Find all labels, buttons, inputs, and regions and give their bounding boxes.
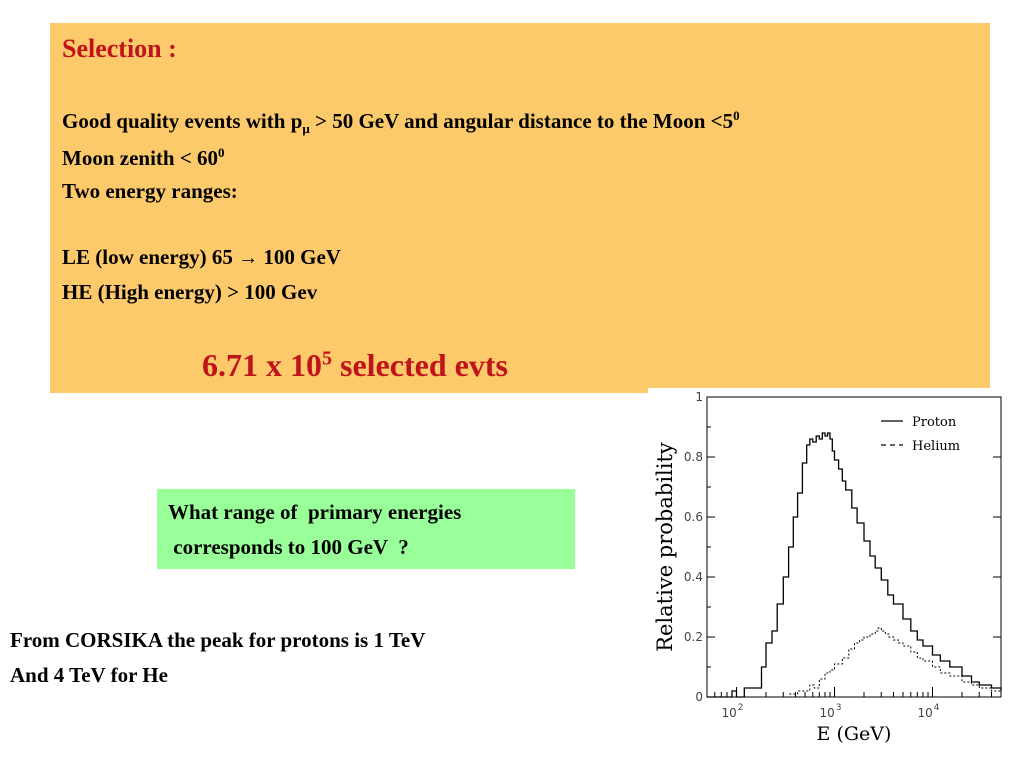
conclusion-line-1: From CORSIKA the peak for protons is 1 T… bbox=[10, 628, 426, 652]
question-line-1: What range of primary energies bbox=[168, 500, 462, 524]
criteria-text-a: Good quality events with p bbox=[62, 109, 303, 133]
selection-title: Selection : bbox=[62, 34, 177, 63]
conclusion-line-2: And 4 TeV for He bbox=[10, 663, 168, 687]
y-tick-label: 0.6 bbox=[684, 510, 703, 524]
x-tick-exponent: 4 bbox=[934, 703, 940, 713]
x-axis-ticks: 102 103 104 bbox=[706, 687, 1002, 720]
low-energy-line: LE (low energy) 65 → 100 GeV bbox=[62, 245, 341, 270]
le-text-b: 100 GeV bbox=[258, 245, 341, 269]
legend: Proton Helium bbox=[881, 415, 960, 454]
selection-box bbox=[50, 23, 990, 393]
legend-helium-label: Helium bbox=[912, 439, 960, 454]
y-tick-label: 0.4 bbox=[684, 570, 703, 584]
le-text-a: LE (low energy) 65 bbox=[62, 245, 239, 269]
x-tick-label: 102 bbox=[721, 703, 743, 720]
x-axis-label: E (GeV) bbox=[817, 723, 892, 745]
question-box bbox=[157, 489, 575, 569]
energy-ranges-line: Two energy ranges: bbox=[62, 179, 238, 203]
y-axis-ticks: 0 0.2 0.4 0.6 0.8 1 bbox=[684, 390, 1001, 704]
chart-svg: 0 0.2 0.4 0.6 0.8 1 102 103 104 Proton Helium R… bbox=[653, 390, 1002, 745]
x-tick-label: 104 bbox=[917, 703, 939, 720]
evts-text-b: selected evts bbox=[332, 347, 508, 383]
series-proton-line bbox=[707, 432, 1002, 698]
energy-distribution-chart: 0 0.2 0.4 0.6 0.8 1 102 103 104 Proton Helium R… bbox=[648, 388, 1014, 760]
selected-events-count: 6.71 x 105 selected evts bbox=[202, 347, 508, 384]
y-tick-label: 1 bbox=[695, 390, 703, 404]
x-tick-exponent: 3 bbox=[836, 703, 842, 713]
y-tick-label: 0.2 bbox=[684, 630, 703, 644]
question-line-2: corresponds to 100 GeV ? bbox=[168, 535, 409, 559]
right-arrow-icon: → bbox=[238, 247, 259, 269]
criteria-text-b: > 50 GeV and angular distance to the Moo… bbox=[309, 109, 734, 133]
degree-superscript: 0 bbox=[733, 108, 740, 123]
y-axis-label: Relative probability bbox=[653, 442, 677, 652]
legend-proton-label: Proton bbox=[912, 415, 957, 430]
moon-zenith-line: Moon zenith < 600 bbox=[62, 145, 225, 171]
mu-subscript: μ bbox=[302, 121, 310, 137]
y-tick-label: 0 bbox=[695, 690, 703, 704]
y-tick-label: 0.8 bbox=[684, 450, 703, 464]
evts-exponent: 5 bbox=[322, 347, 332, 370]
zenith-superscript: 0 bbox=[218, 145, 225, 160]
series-helium-line bbox=[780, 627, 1002, 698]
high-energy-line: HE (High energy) > 100 Gev bbox=[62, 280, 318, 304]
evts-text-a: 6.71 x 10 bbox=[202, 347, 322, 383]
x-tick-label: 103 bbox=[819, 703, 841, 720]
series-layer bbox=[707, 432, 1002, 698]
selection-criteria-line: Good quality events with pμ > 50 GeV and… bbox=[62, 108, 740, 137]
zenith-text: Moon zenith < 60 bbox=[62, 146, 219, 170]
x-tick-exponent: 2 bbox=[738, 703, 744, 713]
